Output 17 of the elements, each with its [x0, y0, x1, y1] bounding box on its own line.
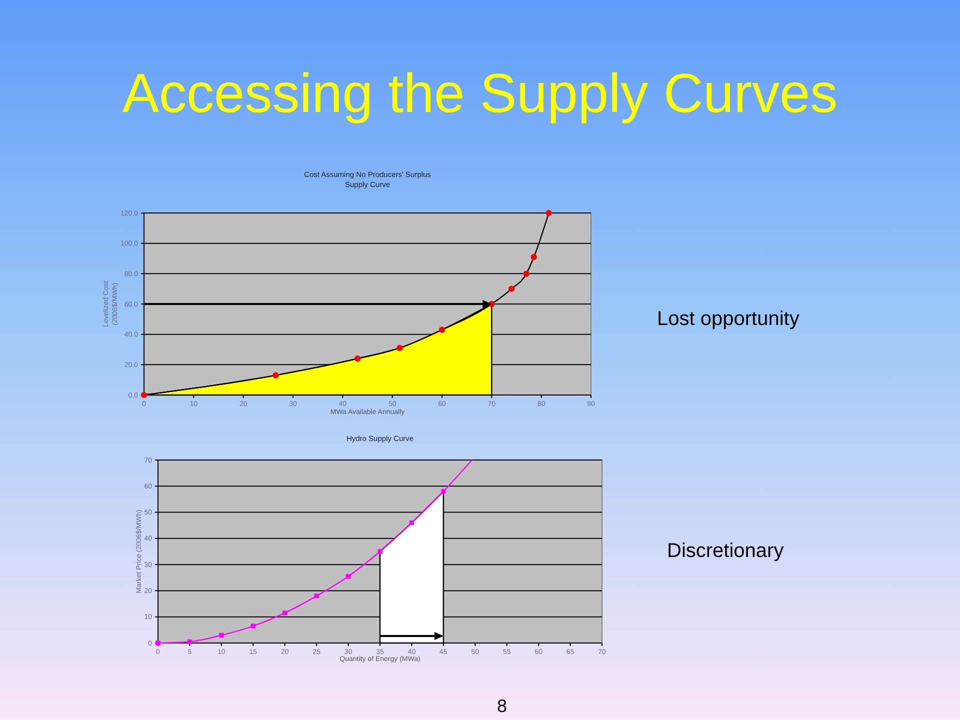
text: Discretionary: [667, 540, 784, 562]
point: [346, 574, 351, 579]
point: [441, 489, 446, 494]
point: [378, 549, 382, 554]
text: Lost opportunity: [657, 308, 800, 330]
text: 8: [496, 696, 508, 716]
point: [508, 286, 515, 292]
point: [219, 632, 224, 638]
point: [523, 270, 530, 277]
point: [250, 624, 256, 628]
point: [530, 254, 537, 260]
point: [314, 594, 319, 598]
text: Accessing the Supply Curves: [122, 62, 838, 124]
point: [187, 639, 192, 644]
point: [282, 610, 288, 616]
point: [546, 210, 552, 216]
point: [409, 520, 414, 526]
